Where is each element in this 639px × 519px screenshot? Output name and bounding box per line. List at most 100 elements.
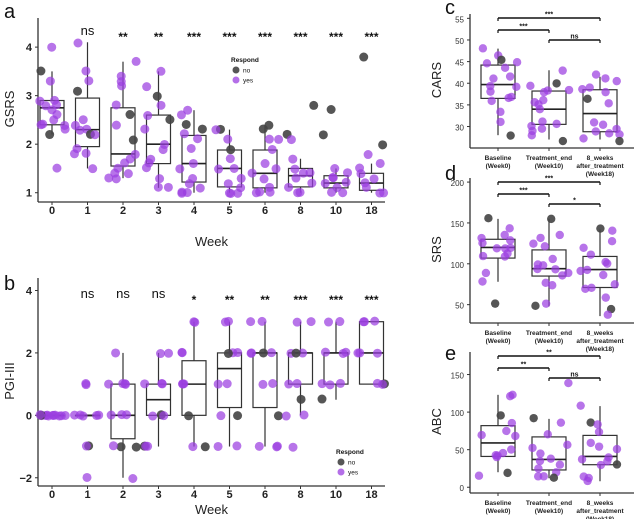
- point-yes: [225, 154, 235, 164]
- point-yes: [486, 87, 495, 96]
- point-yes: [500, 252, 510, 261]
- point-yes: [500, 230, 509, 240]
- point-yes: [536, 233, 545, 243]
- point-yes: [82, 472, 92, 482]
- point-yes: [540, 242, 550, 251]
- point-yes: [601, 87, 610, 97]
- point-yes: [603, 259, 612, 268]
- point-yes: [267, 144, 277, 154]
- legend-label-yes: yes: [243, 78, 254, 85]
- point-no: [116, 442, 126, 452]
- point-yes: [177, 347, 187, 357]
- x-tick-label: 5: [226, 489, 232, 501]
- x-tick-label: 2: [120, 489, 126, 501]
- point-yes: [511, 431, 520, 441]
- point-yes: [155, 174, 165, 184]
- y-tick-label: 100: [451, 261, 465, 270]
- point-no: [296, 394, 306, 404]
- point-no: [36, 66, 46, 76]
- point-yes: [564, 85, 574, 95]
- box-iqr: [531, 249, 567, 277]
- point-yes: [543, 430, 552, 439]
- point-yes: [328, 172, 338, 182]
- x-tick-label: 5: [226, 205, 232, 217]
- point-yes: [541, 278, 550, 288]
- point-yes: [527, 131, 536, 140]
- comparison-bracket: ***: [497, 24, 550, 33]
- point-yes: [260, 159, 270, 169]
- point-yes: [140, 379, 150, 389]
- x-tick-label: Treatment_end (Week10): [526, 500, 572, 515]
- point-yes: [288, 154, 298, 164]
- point-yes: [284, 182, 294, 192]
- point-yes: [292, 317, 302, 327]
- legend-label-no: no: [348, 460, 356, 467]
- point-yes: [156, 100, 166, 110]
- point-yes: [578, 84, 587, 94]
- point-yes: [325, 380, 335, 390]
- significance-label: ***: [187, 30, 201, 44]
- legend-label-yes: yes: [348, 470, 359, 477]
- significance-label: **: [260, 293, 270, 307]
- point-yes: [299, 410, 309, 420]
- x-tick-label: 2: [120, 205, 126, 217]
- point-yes: [274, 134, 284, 144]
- point-yes: [601, 293, 610, 302]
- panel-letter: e: [445, 343, 456, 365]
- x-tick-label: Treatment_end (Week10): [526, 155, 572, 170]
- point-yes: [512, 57, 522, 67]
- legend: Respond no yes: [336, 449, 364, 477]
- y-tick-label: 4: [26, 285, 33, 297]
- point-no: [484, 213, 493, 223]
- point-yes: [563, 440, 572, 450]
- point-yes: [236, 173, 246, 183]
- point-yes: [556, 418, 566, 427]
- point-yes: [548, 254, 557, 264]
- point-yes: [254, 441, 264, 451]
- point-yes: [603, 310, 613, 319]
- point-yes: [589, 118, 599, 127]
- x-tick-label: Baseline (Week0): [485, 500, 512, 515]
- y-tick-label: 50: [455, 37, 464, 46]
- box-iqr: [287, 167, 314, 188]
- comparison-label: **: [546, 350, 552, 357]
- point-yes: [213, 441, 223, 451]
- point-yes: [195, 183, 205, 193]
- y-tick-label: 0: [460, 484, 465, 493]
- point-yes: [157, 379, 167, 389]
- point-yes: [232, 441, 242, 451]
- point-yes: [363, 150, 373, 160]
- x-tick-label: 8: [297, 489, 303, 501]
- point-yes: [536, 449, 545, 458]
- panel-letter: d: [445, 163, 456, 185]
- point-yes: [120, 158, 130, 168]
- y-tick-label: 35: [455, 102, 464, 111]
- panel-letter: b: [4, 273, 15, 295]
- point-yes: [47, 42, 57, 52]
- point-no: [73, 86, 83, 96]
- x-tick-label: 4: [191, 489, 198, 501]
- x-tick-label: 3: [155, 205, 161, 217]
- x-tick-label: Baseline (Week0): [485, 330, 512, 345]
- point-yes: [558, 66, 567, 75]
- box-3: [145, 352, 172, 447]
- point-yes: [118, 379, 128, 389]
- x-tick-label: 18: [365, 489, 377, 501]
- point-yes: [111, 348, 121, 358]
- point-yes: [153, 182, 163, 192]
- point-yes: [259, 174, 269, 184]
- comparison-label: *: [573, 198, 576, 205]
- comparison-bracket: ***: [497, 188, 550, 197]
- point-yes: [481, 268, 491, 278]
- point-yes: [492, 244, 502, 253]
- point-yes: [594, 442, 604, 451]
- panel-letter: c: [445, 0, 455, 19]
- significance-label: ***: [329, 30, 343, 44]
- point-yes: [555, 230, 564, 240]
- point-yes: [213, 379, 223, 389]
- point-yes: [142, 82, 152, 92]
- y-tick-label: 150: [451, 220, 465, 229]
- point-yes: [106, 410, 116, 420]
